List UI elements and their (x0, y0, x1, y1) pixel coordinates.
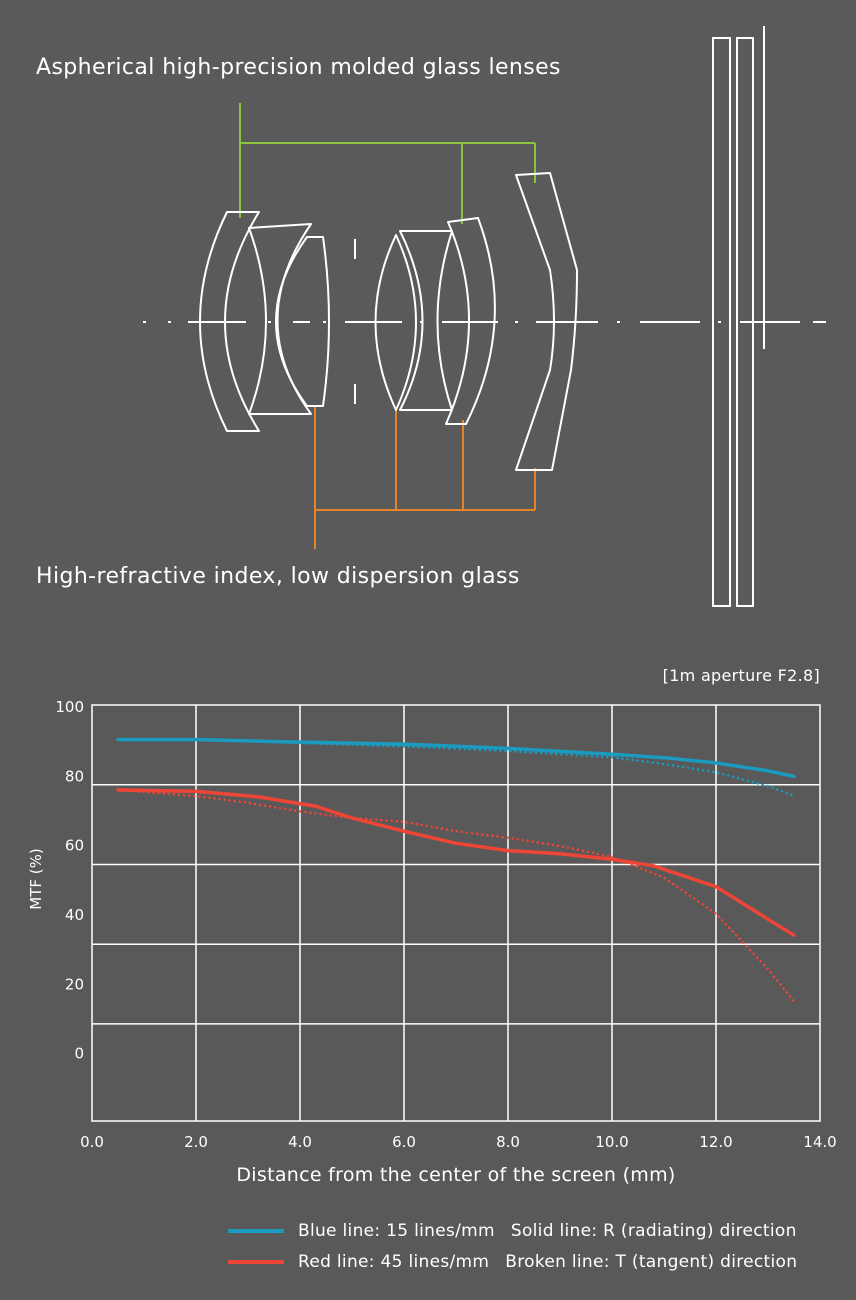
x-tick-label: 6.0 (392, 1133, 416, 1151)
chart-grid (91, 704, 821, 1122)
lens-elements (199, 172, 578, 471)
x-tick-label: 10.0 (595, 1133, 628, 1151)
lens-element-7 (515, 172, 578, 471)
x-tick-labels: 0.0 2.0 4.0 6.0 8.0 10.0 12.0 14.0 (80, 1133, 837, 1151)
y-tick-label: 80 (65, 767, 84, 785)
mtf-chart: 100 80 60 40 20 0 0.0 2.0 4.0 6.0 8.0 10.0 12.0 14.0 (55, 698, 837, 1151)
lens-element-2 (248, 223, 312, 415)
series-line-red-dotted (116, 788, 796, 1003)
legend-swatch-red (228, 1260, 284, 1264)
legend-red-label: Red line: 45 lines/mm (298, 1252, 490, 1272)
legend-row-blue: Blue line: 15 lines/mm Solid line: R (ra… (228, 1219, 797, 1243)
plot-frame (91, 704, 821, 1122)
filter-glass-2 (736, 37, 754, 607)
sensor-filter-stack (712, 26, 765, 607)
x-tick-label: 12.0 (699, 1133, 732, 1151)
lens-element-6 (445, 217, 496, 425)
hri-caption: High-refractive index, low dispersion gl… (36, 564, 520, 589)
y-tick-label: 20 (65, 975, 84, 993)
legend-blue-label: Blue line: 15 lines/mm (298, 1221, 495, 1241)
aspherical-leader-lines (239, 103, 536, 224)
hri-leader-lines (314, 405, 536, 549)
filter-glass-1 (712, 37, 731, 607)
x-tick-label: 14.0 (803, 1133, 836, 1151)
legend-swatch-blue (228, 1229, 284, 1233)
series-line-blue-solid (116, 737, 796, 779)
lens-element-1 (199, 211, 260, 432)
x-tick-label: 0.0 (80, 1133, 104, 1151)
legend-row-red: Red line: 45 lines/mm Broken line: T (ta… (228, 1250, 797, 1274)
x-tick-label: 4.0 (288, 1133, 312, 1151)
mtf-chart-panel: [1m aperture F2.8] 100 80 60 40 20 0 0.0 2.0 4.… (0, 646, 856, 1300)
series-line-red-solid (116, 788, 796, 937)
chart-condition: [1m aperture F2.8] (662, 666, 820, 685)
x-axis-label: Distance from the center of the screen (… (236, 1164, 676, 1186)
lens-diagram-panel: Aspherical high-precision molded glass l… (0, 0, 856, 646)
legend-broken-label: Broken line: T (tangent) direction (505, 1252, 798, 1272)
y-tick-label: 60 (65, 837, 84, 855)
x-tick-label: 8.0 (496, 1133, 520, 1151)
lens-construction-diagram (143, 26, 826, 607)
legend-solid-label: Solid line: R (radiating) direction (510, 1221, 797, 1241)
lens-element-4 (374, 234, 417, 411)
y-axis-label: MTF (%) (27, 848, 45, 910)
aspherical-caption: Aspherical high-precision molded glass l… (36, 55, 561, 80)
chart-series (116, 737, 796, 1003)
series-line-blue-dotted (116, 738, 796, 798)
y-tick-label: 40 (65, 906, 84, 924)
lens-element-3 (275, 236, 330, 407)
x-tick-label: 2.0 (184, 1133, 208, 1151)
lens-element-5 (399, 230, 453, 411)
y-tick-label: 0 (74, 1045, 84, 1063)
y-tick-label: 100 (55, 698, 84, 716)
y-tick-labels: 100 80 60 40 20 0 (55, 698, 84, 1063)
